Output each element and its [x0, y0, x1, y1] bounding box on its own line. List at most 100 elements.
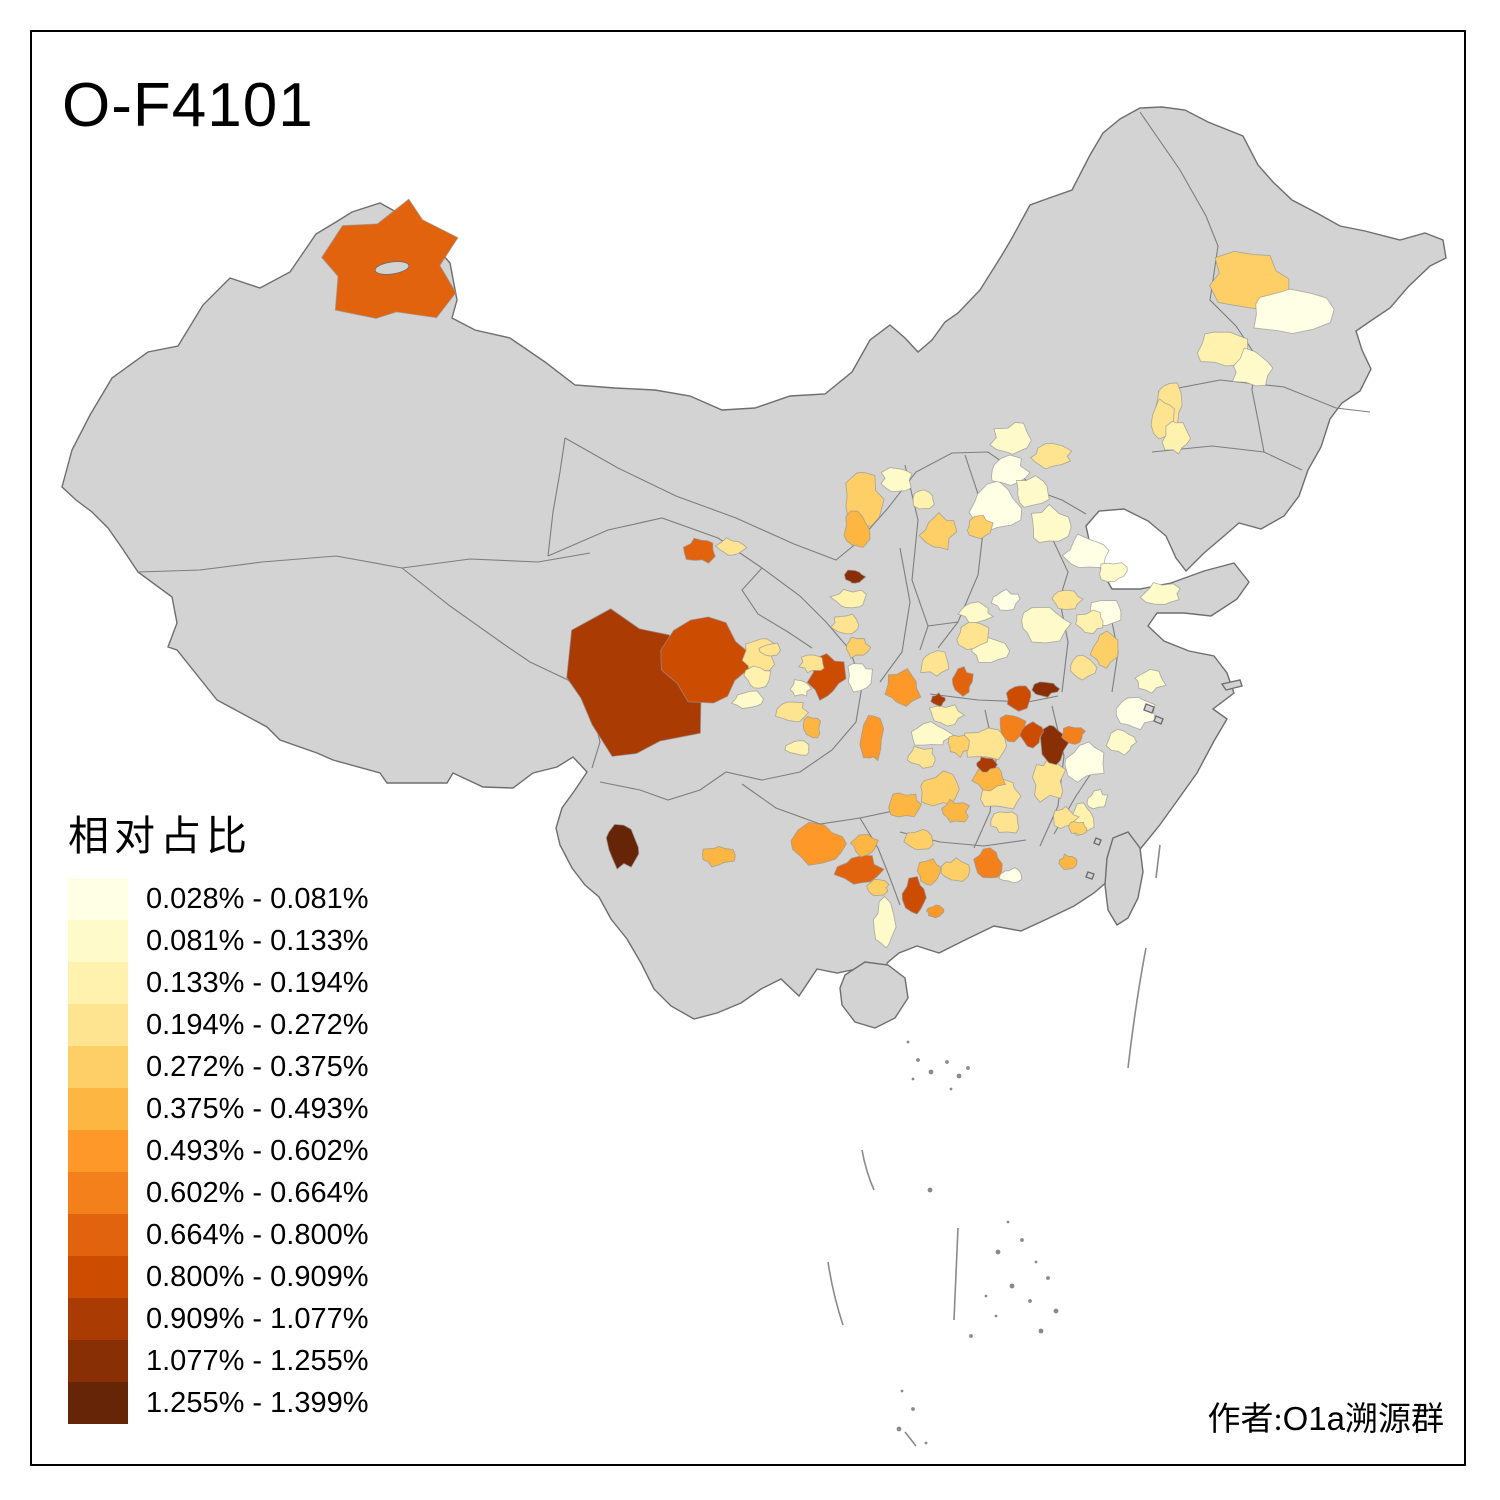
attribution: 作者:O1a溯源群: [1207, 1392, 1444, 1440]
map-region: [1064, 741, 1105, 783]
legend-item: 1.077% - 1.255%: [68, 1340, 368, 1382]
legend-item: 0.133% - 0.194%: [68, 962, 368, 1004]
map-region: [830, 613, 860, 635]
islet-speck: [1006, 1220, 1010, 1224]
islet-speck: [969, 1334, 973, 1338]
legend-swatch: [68, 962, 128, 1004]
islet-speck: [906, 1040, 910, 1044]
south-china-sea-islets: [896, 1040, 1059, 1445]
map-region: [321, 198, 459, 319]
legend-label: 1.077% - 1.255%: [146, 1344, 369, 1377]
islet-speck: [956, 1073, 962, 1079]
map-region: [957, 601, 994, 624]
islet-speck: [945, 1060, 949, 1064]
map-region: [966, 514, 994, 540]
map-region: [1089, 630, 1119, 669]
map-region: [758, 642, 782, 657]
islet-speck: [994, 1314, 998, 1318]
map-region: [843, 510, 871, 549]
legend-swatch: [68, 1004, 128, 1046]
map-region: [964, 727, 1007, 761]
map-region: [956, 621, 990, 651]
map-region: [790, 821, 848, 866]
islet-speck: [995, 1249, 1001, 1255]
map-region: [903, 829, 934, 851]
legend-label: 0.909% - 1.077%: [146, 1302, 369, 1335]
taiwan-island: [1104, 831, 1144, 926]
map-region: [682, 537, 716, 564]
map-region: [774, 701, 810, 723]
legend-label: 0.194% - 0.272%: [146, 1008, 369, 1041]
map-region: [1029, 442, 1073, 470]
map-region: [845, 636, 872, 660]
map-region: [1031, 681, 1061, 698]
legend-item: 0.081% - 0.133%: [68, 920, 368, 962]
islet-speck: [1053, 1308, 1059, 1314]
ulungur-lake: [374, 261, 410, 275]
legend-rows: 0.028% - 0.081% 0.081% - 0.133% 0.133% - 0…: [68, 878, 368, 1424]
map-region: [859, 714, 885, 762]
map-region: [989, 421, 1032, 455]
legend-swatch: [68, 1382, 128, 1424]
legend-label: 0.028% - 0.081%: [146, 882, 369, 915]
map-region: [802, 715, 822, 739]
map-region: [940, 857, 971, 882]
legend-swatch: [68, 1046, 128, 1088]
attribution-id: O1a: [1282, 1400, 1345, 1437]
legend-label: 0.602% - 0.664%: [146, 1176, 369, 1209]
legend-swatch: [68, 1214, 128, 1256]
map-region: [730, 690, 765, 710]
map-region: [789, 679, 813, 697]
map-region: [976, 756, 998, 773]
map-region: [971, 766, 1007, 792]
map-region: [714, 537, 748, 556]
legend-label: 0.800% - 0.909%: [146, 1260, 369, 1293]
nine-dash-line-segments: [827, 844, 1161, 1447]
legend-item: 0.028% - 0.081%: [68, 878, 368, 920]
islet-speck: [927, 1187, 933, 1193]
map-region: [947, 734, 970, 759]
map-region: [990, 588, 1021, 611]
legend-swatch: [68, 1298, 128, 1340]
map-region: [973, 847, 1003, 879]
map-region: [1051, 589, 1084, 611]
map-region: [1070, 654, 1098, 681]
map-region: [872, 895, 897, 949]
legend-swatch: [68, 878, 128, 920]
map-region: [1068, 821, 1088, 836]
islet-speck: [1009, 1283, 1015, 1289]
legend-label: 0.664% - 0.800%: [146, 1218, 369, 1251]
map-region: [916, 858, 942, 886]
attribution-prefix: 作者:: [1207, 1402, 1283, 1438]
legend-swatch: [68, 920, 128, 962]
legend-label: 0.272% - 0.375%: [146, 1050, 369, 1083]
map-region: [930, 692, 947, 708]
map-region: [1015, 475, 1050, 508]
legend-item: 0.375% - 0.493%: [68, 1088, 368, 1130]
legend-swatch: [68, 1340, 128, 1382]
map-region: [843, 569, 867, 584]
legend-label: 0.081% - 0.133%: [146, 924, 369, 957]
map-region: [918, 512, 958, 551]
map-region: [925, 904, 945, 919]
colored-regions: [321, 198, 1335, 949]
map-region: [888, 792, 923, 818]
map-region: [1021, 606, 1072, 644]
islet-speck: [911, 1407, 915, 1411]
islet-speck: [911, 1077, 915, 1081]
legend-label: 0.375% - 0.493%: [146, 1092, 369, 1125]
attribution-suffix: 溯源群: [1345, 1402, 1444, 1438]
map-region: [743, 665, 772, 689]
legend: 相对占比 0.028% - 0.081% 0.081% - 0.133% 0.133…: [68, 802, 368, 1424]
legend-label: 0.133% - 0.194%: [146, 966, 369, 999]
map-region: [828, 588, 867, 609]
map-region: [901, 876, 927, 915]
map-region: [906, 745, 936, 769]
islet-speck: [1046, 1276, 1050, 1280]
legend-item: 0.664% - 0.800%: [68, 1214, 368, 1256]
islet-speck: [896, 1426, 902, 1432]
legend-item: 0.194% - 0.272%: [68, 1004, 368, 1046]
map-region: [880, 467, 913, 493]
map-region: [1030, 503, 1072, 544]
map-region: [998, 867, 1022, 884]
